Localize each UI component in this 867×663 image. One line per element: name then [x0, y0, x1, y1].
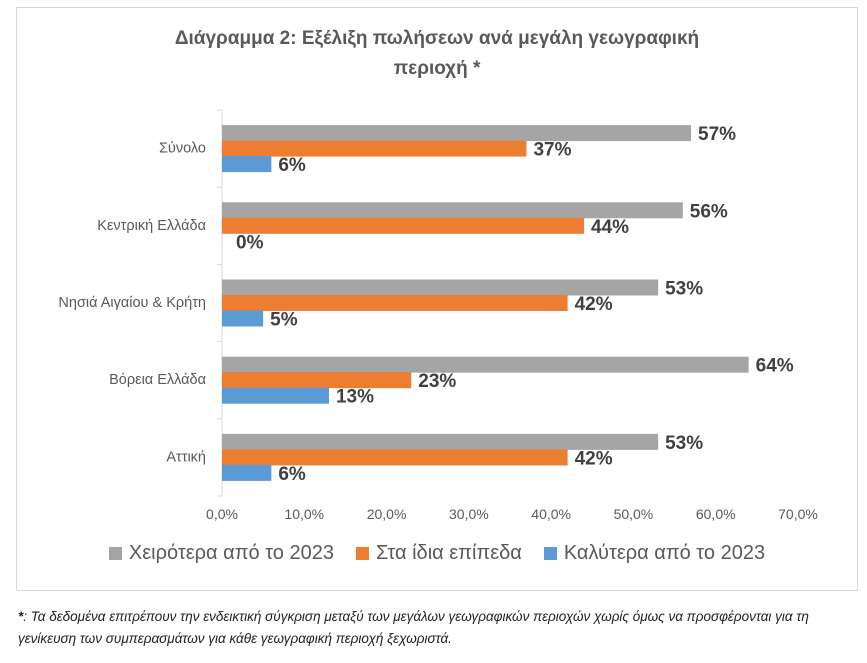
x-tick-label: 70,0%: [778, 506, 818, 522]
x-tick-label: 20,0%: [367, 506, 407, 522]
data-label: 42%: [575, 448, 613, 469]
bar-same: [222, 217, 585, 234]
category-label: Νησιά Αιγαίου & Κρήτη: [58, 295, 206, 311]
x-tick-label: 40,0%: [531, 506, 571, 522]
bar-same: [222, 140, 527, 157]
bar-same: [222, 295, 568, 311]
footnote: *: Τα δεδομένα επιτρέπουν την ενδεικτική…: [18, 606, 863, 650]
data-label: 53%: [665, 279, 703, 300]
legend-swatch: [355, 547, 369, 560]
data-label: 42%: [575, 294, 613, 315]
x-tick-label: 10,0%: [284, 506, 324, 522]
category-label: Βόρεια Ελλάδα: [109, 372, 206, 388]
bar-worse: [222, 433, 659, 450]
legend-item: Χειρότερα από το 2023: [108, 542, 334, 565]
data-label: 64%: [756, 356, 794, 377]
bar-worse: [222, 279, 659, 296]
bar-worse: [222, 125, 692, 142]
category-label: Κεντρική Ελλάδα: [97, 218, 206, 234]
bar-same: [222, 449, 568, 466]
chart-legend: Χειρότερα από το 2023 Στα ίδια επίπεδα Καλ…: [16, 542, 858, 565]
data-label: 56%: [690, 201, 728, 222]
bar-same: [222, 372, 412, 389]
data-label: 23%: [418, 371, 456, 392]
category-label: Σύνολο: [159, 141, 206, 157]
data-label: 0%: [236, 232, 264, 253]
legend-item: Καλύτερα από το 2023: [543, 542, 766, 565]
x-tick-label: 30,0%: [449, 506, 489, 522]
footnote-text: : Τα δεδομένα επιτρέπουν την ενδεικτική …: [18, 609, 809, 646]
bar-better: [222, 156, 272, 173]
data-label: 57%: [698, 124, 736, 145]
data-label: 13%: [336, 387, 374, 408]
data-label: 6%: [278, 155, 306, 176]
bar-worse: [222, 356, 749, 373]
x-tick-label: 60,0%: [696, 506, 736, 522]
data-label: 6%: [278, 464, 306, 485]
chart-title-line2: περιοχή *: [393, 58, 481, 79]
footnote-marker: *: [18, 609, 24, 624]
legend-item: Στα ίδια επίπεδα: [355, 542, 522, 565]
x-tick-label: 0,0%: [206, 506, 238, 522]
chart-title-line1: Διάγραμμα 2: Εξέλιξη πωλήσεων ανά μεγάλη…: [174, 28, 700, 49]
bar-better: [222, 310, 264, 327]
data-label: 53%: [665, 433, 703, 454]
legend-swatch: [108, 547, 122, 560]
bar-worse: [222, 202, 683, 219]
data-label: 37%: [533, 140, 571, 161]
legend-label: Χειρότερα από το 2023: [128, 542, 334, 564]
legend-swatch: [543, 547, 557, 560]
bar-better: [222, 387, 329, 404]
data-label: 44%: [591, 217, 629, 238]
data-label: 5%: [270, 310, 298, 331]
legend-label: Καλύτερα από το 2023: [563, 542, 766, 564]
category-label: Αττική: [166, 449, 206, 465]
legend-label: Στα ίδια επίπεδα: [375, 542, 522, 564]
bar-better: [222, 464, 272, 481]
x-tick-label: 50,0%: [614, 506, 654, 522]
chart-title: Διάγραμμα 2: Εξέλιξη πωλήσεων ανά μεγάλη…: [16, 24, 858, 84]
